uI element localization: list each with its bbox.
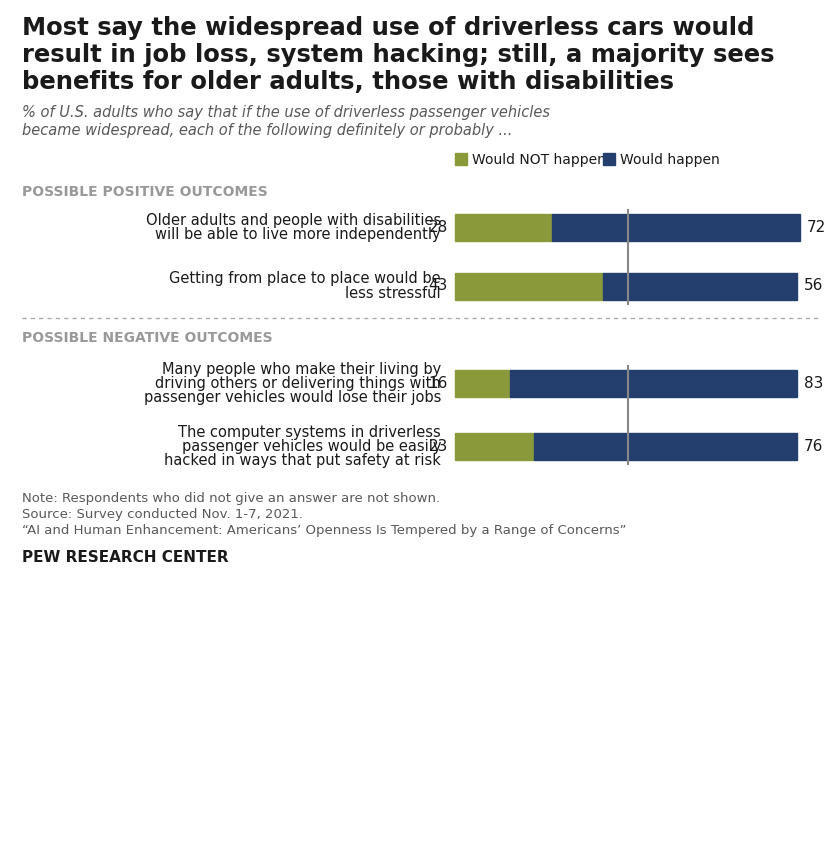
Text: Would NOT happen: Would NOT happen <box>472 153 606 167</box>
Bar <box>603 153 615 165</box>
Text: passenger vehicles would be easily: passenger vehicles would be easily <box>181 439 441 454</box>
Text: % of U.S. adults who say that if the use of driverless passenger vehicles: % of U.S. adults who say that if the use… <box>22 105 550 120</box>
Text: Source: Survey conducted Nov. 1-7, 2021.: Source: Survey conducted Nov. 1-7, 2021. <box>22 508 303 521</box>
Text: 28: 28 <box>428 220 448 234</box>
Text: POSSIBLE NEGATIVE OUTCOMES: POSSIBLE NEGATIVE OUTCOMES <box>22 331 273 346</box>
Text: The computer systems in driverless: The computer systems in driverless <box>178 425 441 440</box>
Text: passenger vehicles would lose their jobs: passenger vehicles would lose their jobs <box>144 390 441 405</box>
Bar <box>455 153 467 165</box>
Text: Most say the widespread use of driverless cars would: Most say the widespread use of driverles… <box>22 16 754 40</box>
Bar <box>534 433 796 460</box>
Bar <box>455 273 603 299</box>
Text: Getting from place to place would be: Getting from place to place would be <box>170 271 441 287</box>
Text: result in job loss, system hacking; still, a majority sees: result in job loss, system hacking; stil… <box>22 43 774 67</box>
Bar <box>455 370 510 397</box>
Bar <box>455 214 552 240</box>
Text: benefits for older adults, those with disabilities: benefits for older adults, those with di… <box>22 70 674 94</box>
Bar <box>552 214 800 240</box>
Text: 76: 76 <box>804 439 823 454</box>
Text: will be able to live more independently: will be able to live more independently <box>155 227 441 241</box>
Text: Older adults and people with disabilities: Older adults and people with disabilitie… <box>146 213 441 227</box>
Text: 23: 23 <box>428 439 448 454</box>
Text: Note: Respondents who did not give an answer are not shown.: Note: Respondents who did not give an an… <box>22 492 440 505</box>
Text: 72: 72 <box>807 220 827 234</box>
Text: became widespread, each of the following definitely or probably ...: became widespread, each of the following… <box>22 123 512 138</box>
Bar <box>455 433 534 460</box>
Text: POSSIBLE POSITIVE OUTCOMES: POSSIBLE POSITIVE OUTCOMES <box>22 185 268 199</box>
Text: 43: 43 <box>428 279 448 293</box>
Text: “AI and Human Enhancement: Americans’ Openness Is Tempered by a Range of Concern: “AI and Human Enhancement: Americans’ Op… <box>22 524 627 537</box>
Bar <box>510 370 796 397</box>
Text: less stressful: less stressful <box>345 286 441 300</box>
Text: PEW RESEARCH CENTER: PEW RESEARCH CENTER <box>22 550 228 565</box>
Text: 83: 83 <box>804 376 823 391</box>
Text: 56: 56 <box>804 279 823 293</box>
Text: Many people who make their living by: Many people who make their living by <box>162 362 441 377</box>
Text: driving others or delivering things with: driving others or delivering things with <box>155 376 441 391</box>
Text: Would happen: Would happen <box>620 153 720 167</box>
Text: 16: 16 <box>428 376 448 391</box>
Text: hacked in ways that put safety at risk: hacked in ways that put safety at risk <box>164 453 441 468</box>
Bar <box>603 273 796 299</box>
